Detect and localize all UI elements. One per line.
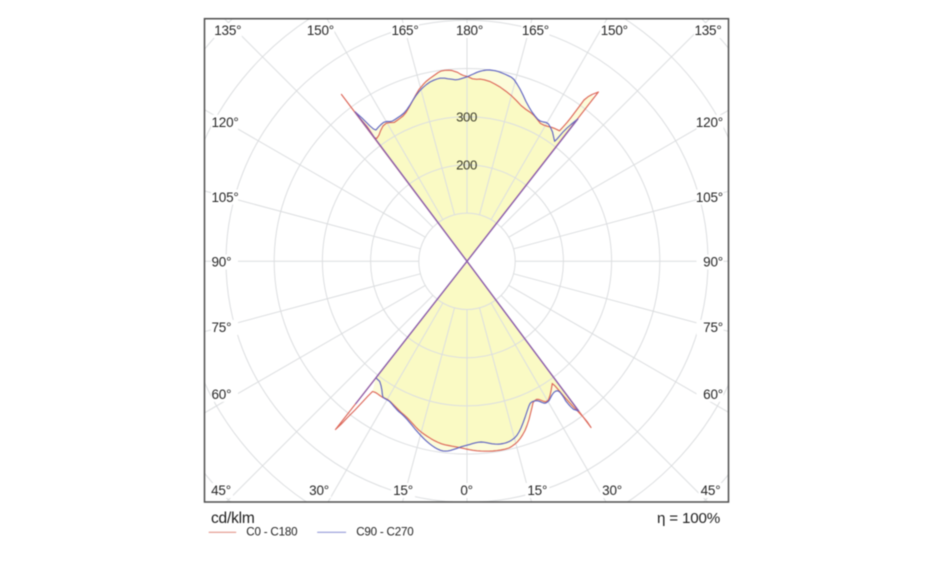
svg-text:180°: 180° [456,23,483,38]
svg-text:75°: 75° [703,320,723,335]
svg-text:60°: 60° [212,387,232,402]
svg-text:165°: 165° [522,23,549,38]
svg-text:15°: 15° [393,483,413,498]
svg-text:C90 - C270: C90 - C270 [356,526,413,539]
svg-text:C0 - C180: C0 - C180 [246,526,297,539]
svg-text:90°: 90° [212,255,232,270]
svg-text:cd/klm: cd/klm [211,510,255,527]
svg-text:165°: 165° [391,23,418,38]
svg-text:45°: 45° [701,483,721,498]
svg-text:105°: 105° [212,190,239,205]
svg-text:150°: 150° [307,23,334,38]
svg-text:75°: 75° [212,320,232,335]
svg-text:30°: 30° [602,483,622,498]
svg-text:120°: 120° [212,115,239,130]
svg-text:15°: 15° [527,483,547,498]
svg-text:135°: 135° [214,23,241,38]
svg-text:135°: 135° [694,23,721,38]
svg-text:200: 200 [456,158,477,173]
svg-text:90°: 90° [703,255,723,270]
svg-text:45°: 45° [211,483,231,498]
svg-text:105°: 105° [696,190,723,205]
svg-text:120°: 120° [696,115,723,130]
svg-text:150°: 150° [601,23,628,38]
svg-text:0°: 0° [460,483,473,498]
svg-text:η = 100%: η = 100% [657,510,720,527]
svg-text:30°: 30° [309,483,329,498]
svg-text:300: 300 [456,110,477,125]
svg-text:60°: 60° [703,387,723,402]
